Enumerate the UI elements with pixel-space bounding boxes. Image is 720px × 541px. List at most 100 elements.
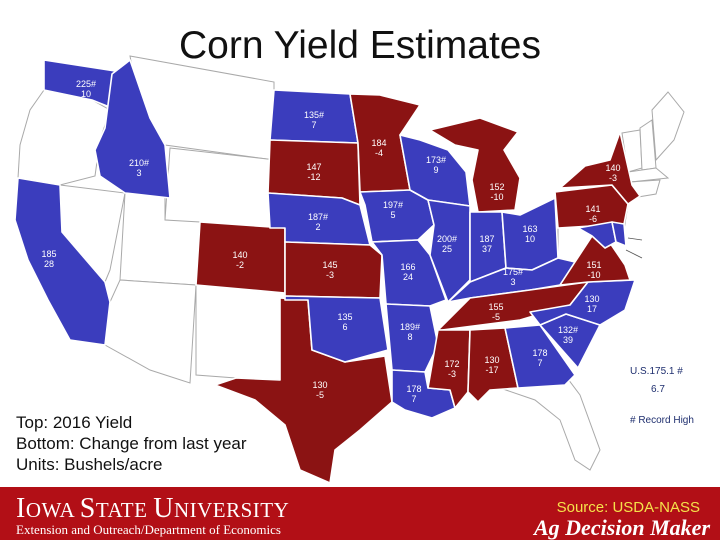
state-de	[611, 221, 627, 247]
slide-title: Corn Yield Estimates	[179, 24, 541, 67]
state-label-sc-change: 39	[563, 335, 573, 345]
state-ca	[14, 177, 111, 346]
state-label-ms-change: -3	[448, 369, 456, 379]
state-label-md-change: 1	[648, 244, 653, 254]
state-label-tx-change: -5	[316, 390, 324, 400]
note-bottom: Bottom: Change from last year	[16, 434, 247, 453]
state-label-ca-yield: 185	[41, 249, 56, 259]
source-text: Source: USDA-NASS	[556, 499, 700, 516]
state-nm	[195, 284, 286, 381]
record-high-note: # Record High	[630, 415, 694, 426]
state-label-wa-yield: 225#	[76, 79, 96, 89]
state-ny	[559, 131, 641, 205]
state-me	[651, 91, 685, 162]
state-label-ar-yield: 189#	[400, 322, 420, 332]
state-label-co-change: -2	[236, 260, 244, 270]
state-fl	[499, 374, 601, 471]
state-label-wa-change: 10	[81, 89, 91, 99]
ag-decision-maker-logo: Ag Decision Maker	[534, 515, 710, 540]
state-label-ia-yield: 197#	[383, 200, 403, 210]
state-label-ms-yield: 172	[444, 359, 459, 369]
state-label-id-yield: 210#	[129, 158, 149, 168]
state-az	[104, 279, 197, 384]
state-label-tn-yield: 155	[488, 302, 503, 312]
state-label-de-change: 6	[652, 262, 657, 272]
state-label-nc-yield: 130	[584, 294, 599, 304]
department-text: Extension and Outreach/Department of Eco…	[16, 522, 281, 537]
state-label-la-change: 7	[411, 394, 416, 404]
state-label-mi-yield: 152	[489, 182, 504, 192]
state-label-sc-yield: 132#	[558, 325, 578, 335]
state-label-in-change: 37	[482, 244, 492, 254]
state-label-tn-change: -5	[492, 312, 500, 322]
state-label-ky-yield: 175#	[503, 267, 523, 277]
state-mo	[371, 239, 447, 307]
state-label-ca-change: 28	[44, 259, 54, 269]
state-label-mi-change: -10	[490, 192, 503, 202]
state-label-ne-change: 2	[315, 222, 320, 232]
state-label-nc-change: 17	[587, 304, 597, 314]
state-label-il-change: 25	[442, 244, 452, 254]
note-top: Top: 2016 Yield	[16, 413, 133, 432]
state-label-ia-change: 5	[390, 210, 395, 220]
footer-bar: IOWA STATE UNIVERSITY Extension and Outr…	[0, 487, 720, 540]
state-wy	[164, 147, 277, 231]
state-label-ny-change: -3	[609, 173, 617, 183]
state-id	[94, 59, 171, 199]
state-mi	[429, 117, 521, 213]
state-label-wi-yield: 173#	[426, 155, 446, 165]
state-label-sd-yield: 147	[306, 162, 321, 172]
state-ks	[284, 241, 383, 299]
state-label-mn-change: -4	[375, 148, 383, 158]
state-label-wi-change: 9	[433, 165, 438, 175]
state-label-ga-yield: 178	[532, 348, 547, 358]
state-label-al-change: -17	[485, 365, 498, 375]
state-label-ks-change: -3	[326, 270, 334, 280]
us-corn-yield-map: 225#10210#318528140-2130-5135#7147-12187…	[14, 55, 685, 484]
note-units: Units: Bushels/acre	[16, 455, 163, 474]
legend-notes: Top: 2016 Yield Bottom: Change from last…	[16, 412, 247, 475]
state-ok	[284, 295, 389, 363]
state-label-ny-yield: 140	[605, 163, 620, 173]
state-label-ks-yield: 145	[322, 260, 337, 270]
state-label-ok-yield: 135	[337, 312, 352, 322]
state-label-de-yield: 170	[647, 252, 662, 262]
state-label-nd-change: 7	[311, 120, 316, 130]
state-label-oh-yield: 163	[522, 224, 537, 234]
state-label-tx-yield: 130	[312, 380, 327, 390]
state-va	[559, 235, 631, 286]
state-label-sd-change: -12	[307, 172, 320, 182]
state-label-mo-yield: 166	[400, 262, 415, 272]
state-md	[577, 221, 617, 249]
state-label-va-yield: 151	[586, 260, 601, 270]
state-label-mo-change: 24	[403, 272, 413, 282]
state-nc	[529, 279, 636, 326]
state-label-pa-change: -6	[589, 214, 597, 224]
iowa-state-logo: IOWA STATE UNIVERSITY	[16, 493, 290, 524]
state-label-md-yield: 193	[643, 234, 658, 244]
state-label-va-change: -10	[587, 270, 600, 280]
state-label-pa-yield: 141	[585, 204, 600, 214]
us-total-yield: U.S.175.1 #	[630, 366, 683, 377]
state-label-oh-change: 10	[525, 234, 535, 244]
state-label-id-change: 3	[136, 168, 141, 178]
state-label-la-yield: 178	[406, 384, 421, 394]
state-label-ok-change: 6	[342, 322, 347, 332]
state-label-ky-change: 3	[510, 277, 515, 287]
state-or	[17, 89, 111, 186]
state-label-ga-change: 7	[537, 358, 542, 368]
state-label-il-yield: 200#	[437, 234, 457, 244]
state-label-in-yield: 187	[479, 234, 494, 244]
state-label-ne-yield: 187#	[308, 212, 328, 222]
state-wa	[43, 59, 129, 109]
state-label-ar-change: 8	[407, 332, 412, 342]
us-total-change: 6.7	[651, 384, 665, 395]
state-wi	[399, 134, 471, 207]
state-label-nd-yield: 135#	[304, 110, 324, 120]
state-ga	[504, 324, 576, 389]
state-label-mn-yield: 184	[371, 138, 386, 148]
state-label-al-yield: 130	[484, 355, 499, 365]
state-label-co-yield: 140	[232, 250, 247, 260]
state-ar	[385, 303, 439, 373]
